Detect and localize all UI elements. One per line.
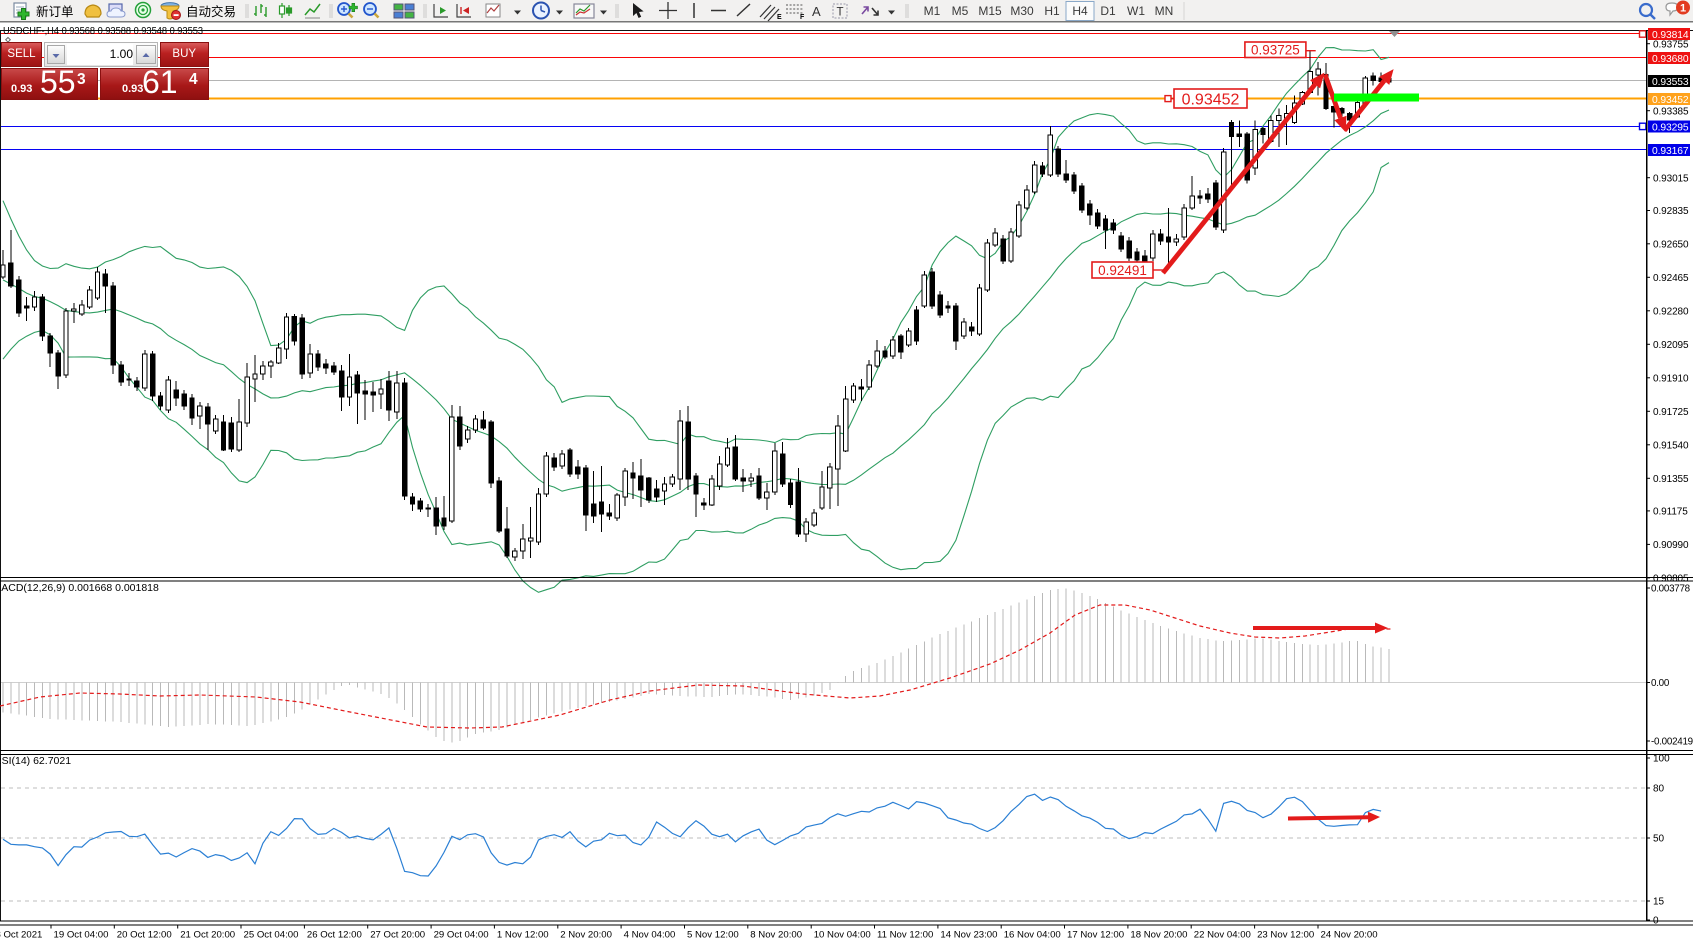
svg-text:0.92650: 0.92650	[1653, 239, 1689, 250]
svg-text:24 Nov 20:00: 24 Nov 20:00	[1321, 930, 1378, 941]
svg-text:18 Oct 2021: 18 Oct 2021	[0, 930, 42, 941]
svg-text:0: 0	[1653, 916, 1659, 927]
svg-text:11 Nov 12:00: 11 Nov 12:00	[877, 930, 933, 941]
svg-text:18 Nov 20:00: 18 Nov 20:00	[1130, 930, 1187, 941]
svg-text:A: A	[812, 4, 821, 19]
svg-text:0.93755: 0.93755	[1653, 39, 1689, 50]
svg-text:0.93295: 0.93295	[1652, 123, 1689, 134]
svg-text:0.90990: 0.90990	[1653, 540, 1689, 551]
svg-text:5 Nov 12:00: 5 Nov 12:00	[687, 930, 739, 941]
svg-text:0.93385: 0.93385	[1653, 106, 1689, 117]
svg-text:22 Nov 04:00: 22 Nov 04:00	[1194, 930, 1251, 941]
svg-text:0.91175: 0.91175	[1653, 507, 1688, 518]
svg-text:20 Oct 12:00: 20 Oct 12:00	[117, 930, 172, 941]
svg-text:新订单: 新订单	[36, 4, 74, 19]
svg-text:0.92465: 0.92465	[1653, 273, 1689, 284]
svg-text:100: 100	[1653, 754, 1670, 765]
svg-text:M15: M15	[978, 4, 1002, 18]
svg-text:0.91910: 0.91910	[1653, 373, 1689, 384]
svg-text:0.003778: 0.003778	[1651, 584, 1691, 595]
svg-text:4 Nov 04:00: 4 Nov 04:00	[624, 930, 676, 941]
svg-text:19 Oct 04:00: 19 Oct 04:00	[54, 930, 109, 941]
svg-text:M30: M30	[1010, 4, 1034, 18]
svg-text:0.93015: 0.93015	[1653, 173, 1689, 184]
svg-text:0.91540: 0.91540	[1653, 440, 1689, 451]
svg-text:0.92280: 0.92280	[1653, 306, 1689, 317]
svg-text:0.92491: 0.92491	[1098, 263, 1147, 278]
svg-text:-0.002419: -0.002419	[1651, 737, 1693, 748]
svg-text:D1: D1	[1100, 4, 1116, 18]
svg-text:26 Oct 12:00: 26 Oct 12:00	[307, 930, 362, 941]
svg-text:H1: H1	[1044, 4, 1060, 18]
svg-text:25 Oct 04:00: 25 Oct 04:00	[244, 930, 299, 941]
svg-text:0.91355: 0.91355	[1653, 474, 1689, 485]
svg-text:8 Nov 20:00: 8 Nov 20:00	[750, 930, 802, 941]
svg-text:0.93725: 0.93725	[1251, 43, 1300, 58]
svg-text:0.93452: 0.93452	[1182, 91, 1240, 108]
svg-text:1 Nov 12:00: 1 Nov 12:00	[497, 930, 549, 941]
svg-text:T: T	[837, 7, 844, 19]
svg-text:0.90805: 0.90805	[1653, 574, 1689, 585]
svg-text:0.93553: 0.93553	[1652, 77, 1689, 88]
svg-text:17 Nov 12:00: 17 Nov 12:00	[1067, 930, 1124, 941]
svg-text:50: 50	[1653, 834, 1665, 845]
svg-text:0.93814: 0.93814	[1652, 30, 1689, 41]
svg-text:1: 1	[1680, 3, 1686, 15]
svg-text:27 Oct 20:00: 27 Oct 20:00	[370, 930, 425, 941]
svg-text:MN: MN	[1155, 4, 1174, 18]
svg-text:RSI(14) 62.7021: RSI(14) 62.7021	[0, 755, 71, 767]
svg-text:21 Oct 20:00: 21 Oct 20:00	[180, 930, 235, 941]
svg-text:H4: H4	[1072, 4, 1088, 18]
svg-text:14 Nov 23:00: 14 Nov 23:00	[940, 930, 997, 941]
svg-text:0.00: 0.00	[1651, 678, 1670, 689]
svg-text:M1: M1	[924, 4, 941, 18]
svg-text:10 Nov 04:00: 10 Nov 04:00	[814, 930, 871, 941]
svg-text:0.93452: 0.93452	[1652, 95, 1689, 106]
svg-text:0.93167: 0.93167	[1652, 146, 1689, 157]
svg-text:MACD(12,26,9) 0.001668 0.00181: MACD(12,26,9) 0.001668 0.001818	[0, 582, 159, 594]
svg-text:F: F	[800, 14, 805, 21]
svg-text:2 Nov 20:00: 2 Nov 20:00	[560, 930, 612, 941]
svg-text:80: 80	[1653, 784, 1665, 795]
svg-text:自动交易: 自动交易	[186, 4, 236, 19]
svg-text:USDCHF-,H4 0.93568 0.93588 0.: USDCHF-,H4 0.93568 0.93588 0.93548 0.935…	[3, 25, 203, 37]
svg-text:16 Nov 04:00: 16 Nov 04:00	[1004, 930, 1061, 941]
svg-text:W1: W1	[1127, 4, 1145, 18]
svg-text:29 Oct 04:00: 29 Oct 04:00	[434, 930, 489, 941]
svg-text:E: E	[777, 14, 782, 21]
svg-text:0.92835: 0.92835	[1653, 206, 1689, 217]
svg-text:M5: M5	[952, 4, 969, 18]
svg-text:23 Nov 12:00: 23 Nov 12:00	[1257, 930, 1314, 941]
svg-text:0.92095: 0.92095	[1653, 340, 1689, 351]
svg-text:0.93680: 0.93680	[1652, 54, 1689, 65]
svg-text:0.91725: 0.91725	[1653, 407, 1689, 418]
svg-text:15: 15	[1653, 897, 1665, 908]
